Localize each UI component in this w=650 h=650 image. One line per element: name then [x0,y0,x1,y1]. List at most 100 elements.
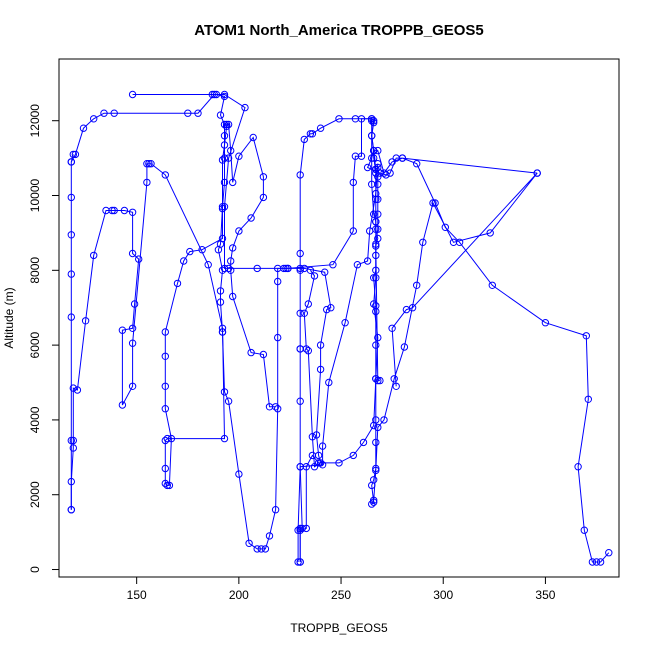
data-point [584,395,592,403]
data-point [533,169,541,177]
data-point [400,343,409,351]
data-point [208,90,217,99]
data-point [370,498,378,506]
data-point [488,281,496,289]
data-point [370,274,378,282]
data-point [374,173,382,181]
data-point [163,434,172,443]
data-point [220,154,229,162]
data-point [372,341,380,349]
x-tick-label: 150 [127,588,147,602]
series-line [297,163,379,562]
data-point [67,313,76,321]
data-point [372,307,380,316]
data-point [402,305,411,314]
data-point [318,442,327,450]
data-point [486,229,494,237]
data-point [368,180,376,189]
y-tick-label: 0 [28,566,42,573]
data-point [220,120,229,129]
data-point [388,158,396,166]
data-point [67,436,76,445]
data-point [253,264,261,273]
x-axis-label: TROPPB_GEOS5 [290,621,388,635]
data-point [67,231,76,239]
data-point [368,115,376,123]
data-point [218,328,227,336]
data-point [349,227,357,235]
data-point [335,459,343,467]
data-point [316,124,325,132]
data-point [372,274,380,282]
data-point [592,558,601,566]
data-point [386,169,394,177]
data-point [372,302,380,310]
data-point [419,238,427,247]
data-point [302,345,310,353]
data-point [366,227,374,235]
data-point [302,524,310,533]
y-tick-label: 2000 [28,481,42,508]
data-point [161,328,170,336]
data-point [274,277,282,286]
data-point [69,436,78,445]
data-point [180,257,188,265]
data-point [227,146,235,155]
data-point [372,438,380,447]
data-point [229,292,237,301]
data-point [372,218,380,226]
data-point [135,255,143,263]
data-point [235,470,243,478]
data-point [353,261,362,269]
data-point [327,304,335,312]
series-6 [363,146,613,566]
data-point [431,199,439,207]
data-point [284,264,292,273]
data-point [90,251,98,260]
data-point [316,365,325,374]
x-tick-label: 300 [433,588,453,602]
data-point [227,257,235,265]
x-tick-label: 350 [535,588,555,602]
data-point [247,214,255,222]
plot-data [67,90,613,566]
data-point [79,124,88,132]
data-point [363,163,372,172]
data-point [341,319,349,327]
data-point [67,158,76,166]
data-point [224,120,233,129]
data-point [73,386,82,394]
data-point [220,264,229,273]
data-point [118,326,127,334]
data-point [259,350,268,359]
data-point [294,526,302,534]
data-point [161,479,170,488]
data-point [312,431,321,439]
data-point [382,171,390,179]
data-point [220,203,229,211]
data-point [349,178,357,187]
data-point [296,558,304,566]
data-point [390,375,398,383]
data-point [224,264,233,273]
data-point [245,539,253,547]
data-point [71,150,80,159]
data-point [143,160,151,168]
data-point [220,434,229,443]
data-point [128,339,137,347]
data-point [259,193,268,202]
data-point [229,178,237,187]
data-point [374,146,382,155]
data-point [316,341,325,349]
data-point [388,324,396,332]
data-point [161,352,170,360]
data-point [128,382,137,390]
y-tick-label: 12000 [28,104,42,138]
data-point [372,466,380,475]
data-point [90,115,98,123]
data-point [306,130,315,138]
data-point [304,300,312,308]
data-point [368,117,376,125]
y-tick-label: 8000 [28,257,42,284]
data-point [235,227,243,235]
